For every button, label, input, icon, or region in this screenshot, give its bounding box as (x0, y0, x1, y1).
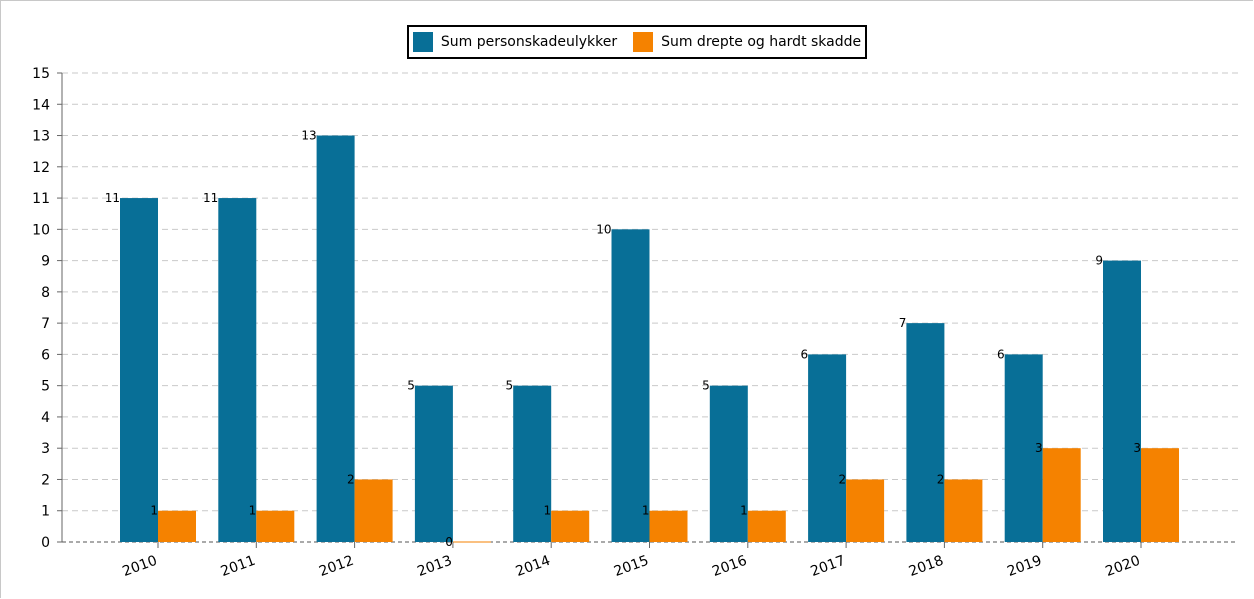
y-tick-label: 13 (32, 129, 50, 145)
y-tick-label: 9 (41, 254, 50, 270)
bar-drepte-hardt-skadde (747, 510, 786, 542)
bar-personskadeulykker (414, 385, 453, 542)
bar-drepte-hardt-skadde (944, 479, 983, 542)
data-label: 1 (150, 504, 158, 518)
bar-drepte-hardt-skadde (354, 479, 393, 542)
y-tick-label: 11 (32, 191, 50, 207)
x-tick-label: 2012 (317, 553, 356, 580)
x-tick-label: 2020 (1103, 553, 1142, 580)
bar-personskadeulykker (316, 135, 355, 543)
data-label: 6 (997, 347, 1005, 361)
y-tick-label: 7 (41, 316, 50, 332)
bar-drepte-hardt-skadde (1042, 448, 1081, 542)
data-label: 0 (445, 535, 453, 549)
bar-drepte-hardt-skadde (649, 510, 688, 542)
data-label: 2 (937, 472, 945, 486)
data-label: 5 (702, 379, 710, 393)
bar-personskadeulykker (1103, 260, 1141, 542)
x-tick-label: 2014 (514, 553, 553, 580)
legend-label-series-2: Sum drepte og hardt skadde (661, 34, 862, 50)
bar-personskadeulykker (1004, 354, 1043, 542)
data-label: 11 (203, 191, 218, 205)
legend: Sum personskadeulykker Sum drepte og har… (407, 25, 867, 59)
data-label: 1 (740, 504, 748, 518)
y-tick-label: 5 (41, 379, 50, 395)
y-tick-label: 3 (41, 441, 50, 457)
legend-swatch-series-2 (633, 32, 654, 52)
x-tick-label: 2016 (710, 553, 749, 580)
bar-drepte-hardt-skadde (1141, 448, 1179, 542)
bar-drepte-hardt-skadde (551, 510, 590, 542)
bar-personskadeulykker (808, 354, 847, 542)
data-label: 2 (838, 472, 846, 486)
bar-personskadeulykker (218, 198, 257, 543)
x-tick-label: 2018 (907, 553, 946, 580)
bar-personskadeulykker (906, 323, 945, 542)
data-label: 10 (596, 222, 611, 236)
bar-drepte-hardt-skadde (846, 479, 885, 542)
data-label: 1 (544, 504, 552, 518)
data-label: 1 (249, 504, 257, 518)
data-label: 2 (347, 472, 355, 486)
y-tick-label: 0 (41, 535, 50, 551)
y-tick-label: 6 (41, 347, 50, 363)
legend-label-series-1: Sum personskadeulykker (440, 34, 618, 50)
y-tick-label: 10 (32, 222, 50, 238)
data-label: 11 (105, 191, 120, 205)
data-label: 9 (1095, 254, 1103, 268)
bar-personskadeulykker (611, 229, 650, 543)
x-tick-label: 2010 (120, 553, 159, 580)
bar-drepte-hardt-skadde (256, 510, 295, 542)
x-tick-label: 2017 (809, 553, 848, 580)
data-label: 1 (642, 504, 650, 518)
bar-drepte-hardt-skadde (158, 510, 196, 542)
y-tick-label: 4 (41, 410, 50, 426)
y-tick-label: 12 (32, 160, 50, 176)
data-label: 3 (1133, 441, 1141, 455)
data-label: 5 (506, 379, 514, 393)
bar-personskadeulykker (120, 198, 158, 543)
y-tick-label: 14 (32, 97, 50, 113)
x-tick-label: 2019 (1005, 553, 1044, 580)
legend-item-series-2: Sum drepte og hardt skadde (633, 32, 861, 52)
data-label: 6 (800, 347, 808, 361)
x-tick-label: 2013 (415, 553, 454, 580)
y-tick-label: 8 (41, 285, 50, 301)
legend-swatch-series-1 (412, 32, 433, 52)
bar-personskadeulykker (513, 385, 552, 542)
y-tick-label: 15 (32, 66, 50, 82)
bar-personskadeulykker (709, 385, 748, 542)
data-label: 7 (899, 316, 907, 330)
y-tick-label: 2 (41, 472, 50, 488)
legend-item-series-1: Sum personskadeulykker (412, 32, 618, 52)
y-tick-label: 1 (41, 504, 50, 520)
data-label: 13 (301, 129, 316, 143)
x-tick-label: 2011 (219, 553, 258, 580)
data-label: 3 (1035, 441, 1043, 455)
data-label: 5 (407, 379, 415, 393)
x-tick-label: 2015 (612, 553, 651, 580)
